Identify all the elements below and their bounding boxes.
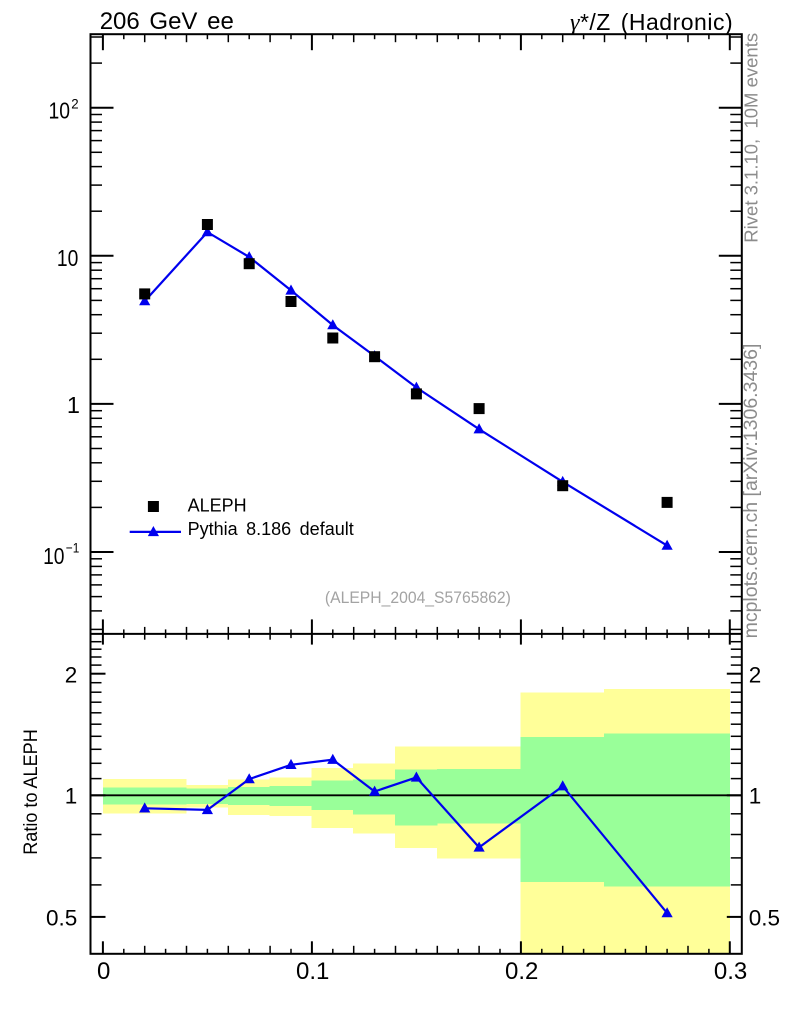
- svg-text:2: 2: [71, 95, 79, 111]
- svg-text:ALEPH: ALEPH: [188, 496, 247, 516]
- svg-text:Rivet 3.1.10, 10M events: Rivet 3.1.10, 10M events: [741, 33, 762, 243]
- svg-text:Ratio to ALEPH: Ratio to ALEPH: [21, 729, 42, 855]
- svg-text:0: 0: [97, 958, 110, 985]
- svg-text:(ALEPH_2004_S5765862): (ALEPH_2004_S5765862): [325, 589, 511, 607]
- svg-text:10: 10: [57, 245, 78, 271]
- svg-text:10: 10: [43, 543, 64, 569]
- svg-text:0.5: 0.5: [749, 906, 780, 931]
- svg-text:1: 1: [65, 783, 78, 808]
- svg-text:γ*/Z (Hadronic): γ*/Z (Hadronic): [570, 9, 733, 36]
- svg-text:0.2: 0.2: [505, 958, 538, 985]
- svg-text:2: 2: [749, 662, 762, 687]
- svg-text:1: 1: [67, 392, 80, 418]
- svg-text:206 GeV ee: 206 GeV ee: [100, 8, 234, 35]
- svg-text:10: 10: [49, 98, 71, 124]
- svg-text:mcplots.cern.ch [arXiv:1306.34: mcplots.cern.ch [arXiv:1306.3436]: [740, 344, 762, 639]
- svg-text:0.3: 0.3: [714, 958, 747, 985]
- svg-text:0.5: 0.5: [46, 906, 77, 931]
- svg-text:2: 2: [65, 662, 78, 687]
- svg-text:1: 1: [749, 783, 762, 808]
- svg-text:0.1: 0.1: [296, 958, 329, 985]
- svg-text:Pythia 8.186 default: Pythia 8.186 default: [188, 519, 354, 539]
- svg-text:−1: −1: [66, 539, 80, 555]
